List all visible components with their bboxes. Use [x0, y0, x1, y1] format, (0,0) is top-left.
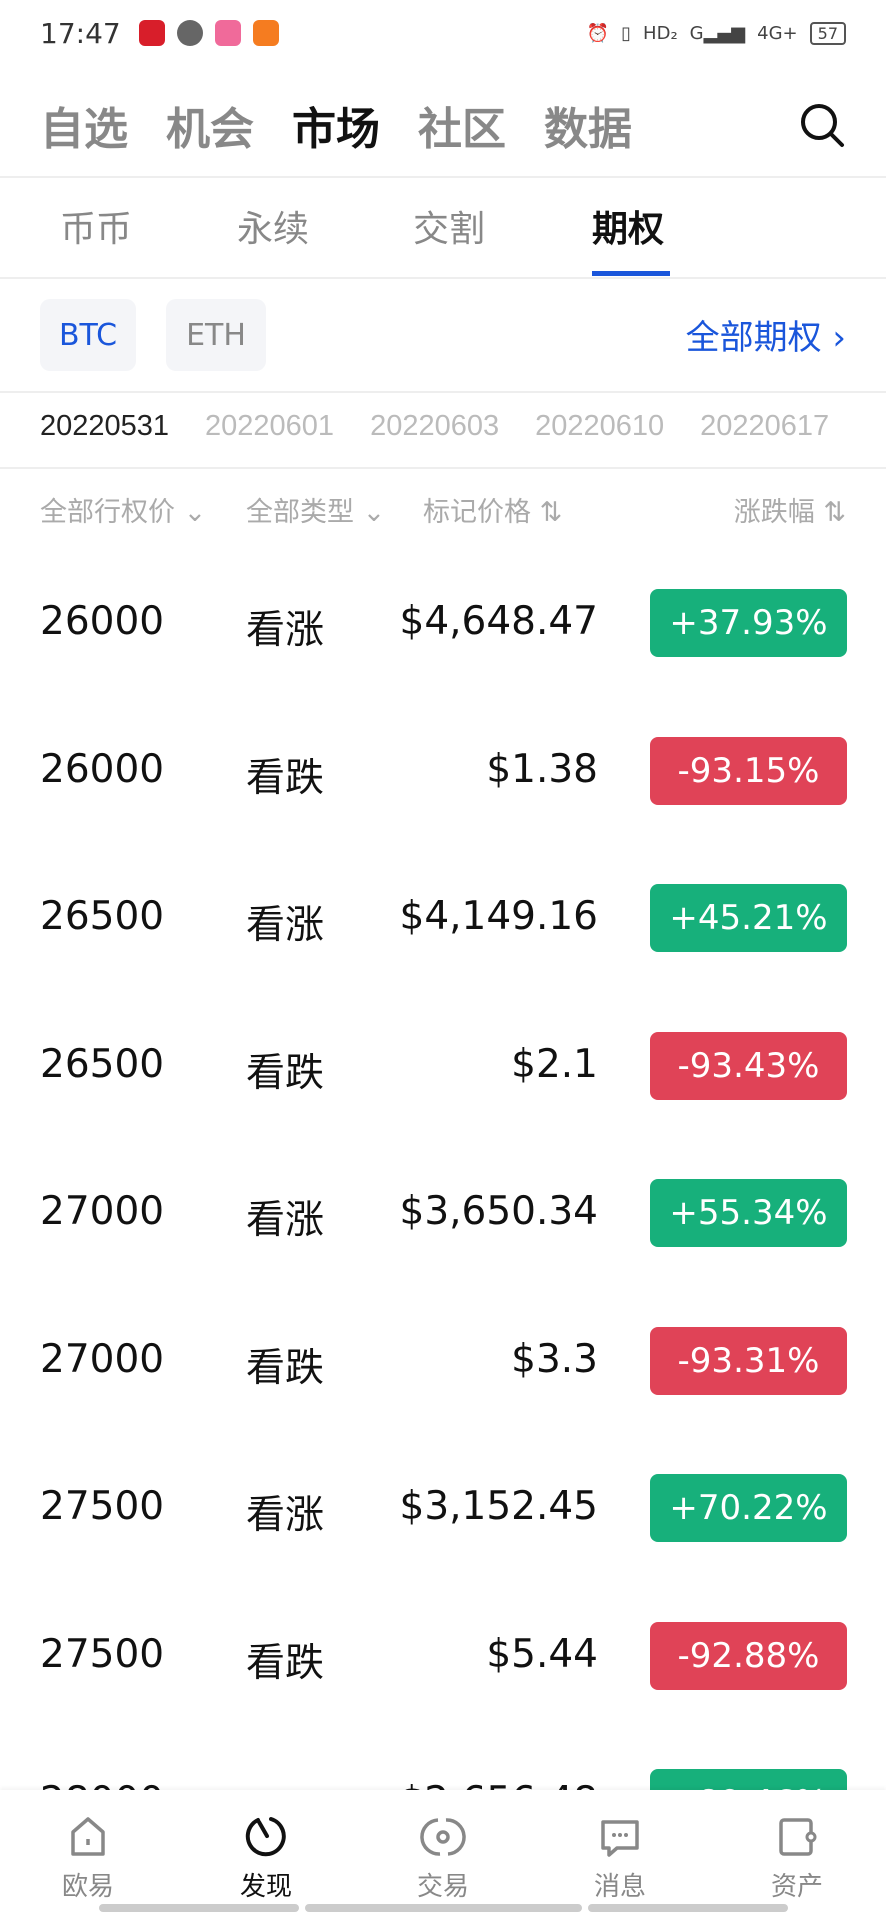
option-row[interactable]: 26500 看涨 $4,149.16 +45.21%: [40, 884, 847, 952]
mark-price: $2.1: [511, 1041, 598, 1087]
mark-price: $5.44: [486, 1631, 598, 1677]
coin-btc[interactable]: BTC: [40, 299, 136, 371]
strike-price: 26500: [40, 894, 165, 939]
option-row[interactable]: 27500 看跌 $5.44 -92.88%: [40, 1621, 847, 1690]
strike-price: 27000: [40, 1336, 165, 1382]
topnav-watchlist[interactable]: 自选: [40, 104, 128, 155]
strike-price: 26500: [40, 1041, 165, 1087]
discover-icon: [245, 1817, 286, 1857]
home-indicator: [305, 1904, 582, 1912]
nav-messages[interactable]: 消息: [560, 1814, 680, 1903]
network-type: 4G+: [757, 22, 798, 44]
alarm-icon: ⏰: [586, 22, 610, 44]
change-badge: -93.15%: [650, 736, 847, 805]
signal-icon: G▂▄▆: [689, 22, 746, 44]
battery-icon: 57: [809, 21, 846, 45]
option-type: 看跌: [246, 1640, 325, 1686]
change-sort[interactable]: 涨跌幅 ⇅: [733, 497, 846, 528]
mark-price-sort[interactable]: 标记价格 ⇅: [423, 497, 563, 528]
change-badge: +70.22%: [650, 1474, 847, 1542]
option-row[interactable]: 27500 看涨 $3,152.45 +70.22%: [40, 1474, 847, 1542]
expiry-dates: 20220531 20220601 20220603 20220610 2022…: [40, 410, 866, 443]
mark-price: $4,149.16: [399, 894, 599, 939]
divider: [0, 391, 886, 393]
home-icon: [71, 1817, 105, 1856]
type-filter[interactable]: 全部类型 ⌄: [246, 497, 386, 528]
all-options-link[interactable]: 全部期权 ›: [685, 318, 846, 358]
strike-price: 26000: [40, 746, 165, 792]
divider: [0, 277, 886, 279]
nav-assets[interactable]: 资产: [737, 1814, 857, 1903]
option-type: 看跌: [246, 1345, 325, 1391]
change-badge: +45.21%: [650, 884, 847, 952]
trade-icon: [420, 1818, 466, 1856]
strike-filter[interactable]: 全部行权价 ⌄: [40, 497, 207, 528]
change-badge: -93.31%: [650, 1326, 847, 1395]
bottom-nav: 欧易 发现 交易 消息 资产: [0, 1790, 886, 1920]
mark-price: $1.38: [486, 746, 598, 792]
coin-eth[interactable]: ETH: [166, 299, 266, 371]
change-badge: -92.88%: [650, 1621, 847, 1690]
wechat-icon: [176, 20, 203, 46]
netease-music-icon: [138, 20, 165, 46]
mark-price: $3,650.34: [399, 1189, 599, 1234]
divider: [0, 176, 886, 178]
strike-price: 27500: [40, 1484, 165, 1529]
subtab-options[interactable]: 期权: [592, 209, 665, 250]
date-tab[interactable]: 20220610: [535, 410, 665, 442]
date-tab[interactable]: 20220601: [205, 410, 335, 442]
active-tab-indicator: [592, 271, 670, 276]
search-icon[interactable]: [798, 101, 846, 149]
option-row[interactable]: 26000 看涨 $4,648.47 +37.93%: [40, 589, 847, 657]
subtab-perpetual[interactable]: 永续: [237, 209, 310, 250]
option-row[interactable]: 26000 看跌 $1.38 -93.15%: [40, 736, 847, 805]
option-type: 看涨: [246, 1198, 325, 1243]
option-type: 看涨: [246, 903, 325, 948]
strike-price: 26000: [40, 599, 165, 644]
nav-trade[interactable]: 交易: [383, 1814, 503, 1903]
bilibili-icon: [214, 20, 241, 46]
sub-tabs: 币币 永续 交割 期权: [0, 200, 886, 260]
option-type: 看涨: [246, 1493, 325, 1538]
date-tab[interactable]: 20220603: [370, 410, 500, 442]
mark-price: $3.3: [511, 1336, 598, 1382]
clock: 17:47: [40, 16, 121, 50]
top-nav: 自选 机会 市场 社区 数据: [40, 90, 846, 160]
nav-discover[interactable]: 发现: [206, 1814, 326, 1903]
mark-price: $3,152.45: [399, 1484, 599, 1529]
topnav-data[interactable]: 数据: [544, 104, 632, 155]
option-row[interactable]: 27000 看涨 $3,650.34 +55.34%: [40, 1179, 847, 1247]
home-indicator: [588, 1904, 788, 1912]
table-header: 全部行权价 ⌄ 全部类型 ⌄ 标记价格 ⇅ 涨跌幅 ⇅: [40, 490, 846, 530]
option-type: 看涨: [246, 608, 325, 653]
topnav-community[interactable]: 社区: [418, 104, 506, 155]
nav-home[interactable]: 欧易: [28, 1814, 148, 1903]
option-type: 看跌: [246, 755, 325, 801]
date-tab[interactable]: 20220617: [700, 410, 830, 442]
home-indicator: [99, 1904, 299, 1912]
status-bar: 17:47 ⏰ ▯ HD₂ G▂▄▆ 4G+ 57: [0, 0, 886, 66]
mark-price: $4,648.47: [399, 599, 599, 644]
wallet-icon: [779, 1818, 817, 1856]
option-row[interactable]: 27000 看跌 $3.3 -93.31%: [40, 1326, 847, 1395]
message-icon: [601, 1820, 639, 1857]
divider: [0, 467, 886, 469]
vibrate-icon: ▯: [621, 22, 632, 44]
topnav-market[interactable]: 市场: [292, 104, 380, 155]
change-badge: +37.93%: [650, 589, 847, 657]
taobao-icon: [252, 20, 279, 46]
change-badge: -93.43%: [650, 1031, 847, 1100]
subtab-spot[interactable]: 币币: [60, 209, 133, 250]
strike-price: 27000: [40, 1189, 165, 1234]
subtab-futures[interactable]: 交割: [413, 209, 486, 250]
strike-price: 27500: [40, 1631, 165, 1677]
option-type: 看跌: [246, 1050, 325, 1096]
hd-icon: HD₂: [643, 22, 678, 44]
topnav-opportunity[interactable]: 机会: [166, 104, 254, 155]
date-tab[interactable]: 20220531: [40, 410, 170, 442]
change-badge: +55.34%: [650, 1179, 847, 1247]
option-row[interactable]: 26500 看跌 $2.1 -93.43%: [40, 1031, 847, 1100]
